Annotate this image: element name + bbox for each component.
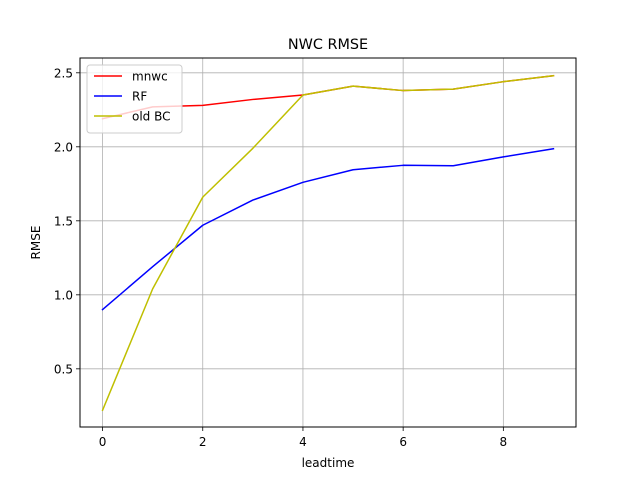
- y-axis-label: RMSE: [29, 226, 43, 260]
- axis-ticks: 0 2 4 6 8 0.5 1.0 1.5 2.0 2.5: [54, 66, 507, 449]
- y-tick-label: 1.5: [54, 214, 73, 228]
- x-axis-label: leadtime: [302, 456, 355, 470]
- x-tick-label: 2: [199, 435, 207, 449]
- y-tick-label: 1.0: [54, 288, 73, 302]
- series-line-old-bc: [101, 74, 555, 412]
- legend-label: RF: [132, 90, 147, 104]
- x-tick-label: 8: [500, 435, 508, 449]
- series-line-rf: [101, 147, 555, 311]
- x-tick-label: 0: [99, 435, 107, 449]
- x-tick-label: 4: [299, 435, 307, 449]
- legend-label: old BC: [132, 110, 171, 124]
- y-tick-label: 0.5: [54, 362, 73, 376]
- plot-frame: [79, 57, 577, 428]
- chart-title: NWC RMSE: [288, 37, 368, 53]
- grid: [80, 58, 576, 427]
- x-tick-label: 6: [399, 435, 407, 449]
- y-tick-label: 2.0: [54, 140, 73, 154]
- legend-label: mnwc: [132, 70, 168, 84]
- legend: mnwc RF old BC: [86, 64, 183, 134]
- y-tick-label: 2.5: [54, 66, 73, 80]
